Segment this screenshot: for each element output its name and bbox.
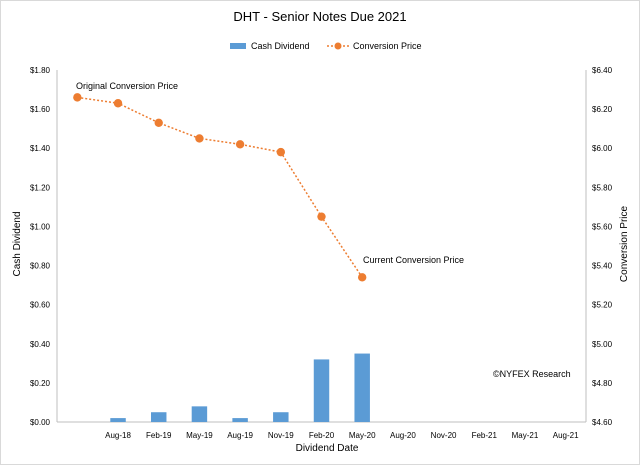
right-tick-label: $5.00 <box>592 340 613 349</box>
annotation-current-conversion-price: Current Conversion Price <box>363 255 464 265</box>
right-axis-ticks: $4.60 $4.80 $5.00 $5.20 $5.40 $5.60 $5.80 $6.00… <box>592 66 613 427</box>
cash-dividend-bar <box>313 359 330 422</box>
x-tick-label: Aug-20 <box>390 431 416 440</box>
cash-dividend-bar <box>150 412 167 422</box>
left-tick-label: $0.20 <box>30 379 51 388</box>
cash-dividend-bars <box>110 353 370 422</box>
legend-swatch-cash-dividend <box>230 43 246 49</box>
cash-dividend-bar <box>232 418 248 422</box>
left-tick-label: $0.00 <box>30 418 51 427</box>
x-tick-label: Feb-20 <box>309 431 335 440</box>
cash-dividend-bar <box>273 412 289 422</box>
right-tick-label: $6.20 <box>592 105 613 114</box>
conversion-price-marker <box>154 118 163 128</box>
x-tick-label: May-21 <box>512 431 539 440</box>
x-axis-title: Dividend Date <box>296 443 359 454</box>
cash-dividend-bar <box>110 418 126 422</box>
conversion-price-series <box>73 93 367 282</box>
cash-dividend-bar <box>354 353 370 422</box>
left-axis-title: Cash Dividend <box>12 211 23 276</box>
x-tick-label: Feb-21 <box>472 431 498 440</box>
conversion-price-line <box>77 96 363 278</box>
right-tick-label: $6.00 <box>592 144 613 153</box>
x-tick-label: May-19 <box>186 431 213 440</box>
x-tick-label: Aug-19 <box>227 431 253 440</box>
left-tick-label: $1.60 <box>30 105 51 114</box>
left-axis-ticks: $0.00 $0.20 $0.40 $0.60 $0.80 $1.00 $1.20 $1.40… <box>30 66 51 427</box>
right-tick-label: $5.60 <box>592 222 613 231</box>
watermark-copyright: ©NYFEX Research <box>493 369 571 379</box>
chart-title: DHT - Senior Notes Due 2021 <box>233 9 406 24</box>
right-tick-label: $5.80 <box>592 183 613 192</box>
conversion-price-marker <box>235 140 245 149</box>
x-tick-label: Feb-19 <box>146 431 172 440</box>
left-tick-label: $0.60 <box>30 301 51 310</box>
right-tick-label: $4.80 <box>592 379 613 388</box>
conversion-price-marker <box>357 273 367 282</box>
right-tick-label: $4.60 <box>592 418 613 427</box>
right-tick-label: $5.40 <box>592 262 613 271</box>
left-tick-label: $0.80 <box>30 262 51 271</box>
left-tick-label: $0.40 <box>30 340 51 349</box>
x-tick-label: Nov-19 <box>268 431 294 440</box>
conversion-price-marker <box>73 93 82 102</box>
conversion-price-marker <box>317 212 326 221</box>
x-tick-label: Aug-18 <box>105 431 131 440</box>
legend: Cash Dividend Conversion Price <box>230 41 422 51</box>
conversion-price-marker <box>195 134 204 143</box>
left-tick-label: $1.20 <box>30 183 51 192</box>
right-tick-label: $6.40 <box>592 66 613 75</box>
annotation-original-conversion-price: Original Conversion Price <box>76 81 178 91</box>
right-tick-label: $5.20 <box>592 301 613 310</box>
legend-label-cash-dividend: Cash Dividend <box>251 41 310 51</box>
x-axis-ticks: Aug-18 Feb-19 May-19 Aug-19 Nov-19 Feb-20 May-… <box>105 431 579 440</box>
legend-label-conversion-price: Conversion Price <box>353 41 422 51</box>
conversion-price-marker <box>113 99 123 108</box>
conversion-price-marker <box>276 147 286 157</box>
x-tick-label: Nov-20 <box>431 431 457 440</box>
left-tick-label: $1.80 <box>30 66 51 75</box>
legend-marker-conversion-price <box>334 42 342 50</box>
x-tick-label: Aug-21 <box>553 431 579 440</box>
cash-dividend-bar <box>191 406 208 422</box>
left-tick-label: $1.00 <box>30 222 51 231</box>
right-axis-title: Conversion Price <box>619 205 630 282</box>
x-tick-label: May-20 <box>349 431 376 440</box>
left-tick-label: $1.40 <box>30 144 51 153</box>
